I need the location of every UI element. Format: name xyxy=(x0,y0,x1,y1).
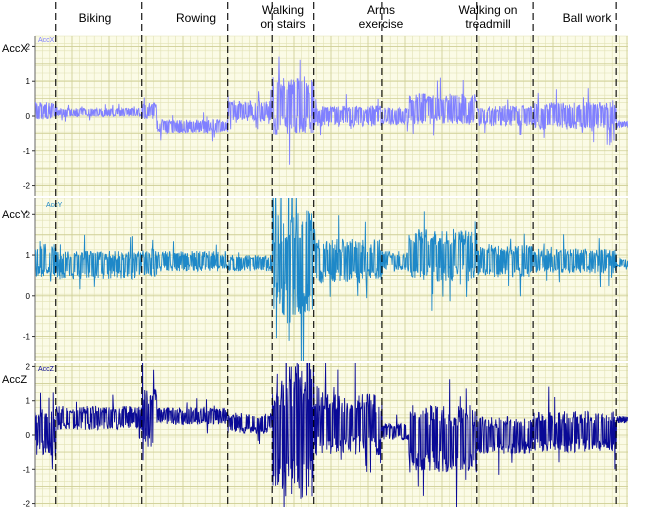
activity-label: Walking on treadmill xyxy=(459,3,518,31)
activity-label: Biking xyxy=(79,11,112,25)
y-tick-label: 2 xyxy=(26,362,31,371)
y-tick-label: 1 xyxy=(26,77,31,86)
series-legend: AccX xyxy=(38,37,55,44)
panel-label: AccZ xyxy=(2,374,27,386)
y-tick-label: 0 xyxy=(26,112,31,121)
y-tick-label: 1 xyxy=(26,251,31,260)
y-tick-label: -1 xyxy=(23,333,31,342)
panel-label: AccX xyxy=(2,43,28,55)
series-legend: AccZ xyxy=(38,366,55,373)
series-legend: AccY xyxy=(46,202,63,209)
panel-separator xyxy=(0,196,649,198)
panel-separator xyxy=(0,361,649,363)
panel-accy: 2 1 0 -1 AccY AccY xyxy=(2,197,628,362)
series-line-accx xyxy=(35,56,628,165)
y-tick-label: 1 xyxy=(26,397,31,406)
panel-label: AccY xyxy=(2,209,28,221)
y-tick-label: -1 xyxy=(23,147,31,156)
y-tick-label: -1 xyxy=(23,465,31,474)
activity-label: Walking on stairs xyxy=(260,3,305,31)
y-tick-label: 0 xyxy=(26,292,31,301)
activity-label: Rowing xyxy=(176,11,216,25)
y-tick-label: -2 xyxy=(23,500,31,507)
activity-label: Arms exercise xyxy=(359,3,404,31)
y-tick-label: 2 xyxy=(26,210,31,219)
activity-label: Ball work xyxy=(563,11,613,25)
panel-accx: 2 1 0 -1 -2 AccX AccX xyxy=(2,35,628,196)
y-tick-label: 2 xyxy=(26,42,31,51)
y-tick-label: -2 xyxy=(23,182,31,191)
series-line-accy xyxy=(35,198,628,361)
y-tick-label: 0 xyxy=(26,431,31,440)
series-line-accz xyxy=(35,363,628,507)
